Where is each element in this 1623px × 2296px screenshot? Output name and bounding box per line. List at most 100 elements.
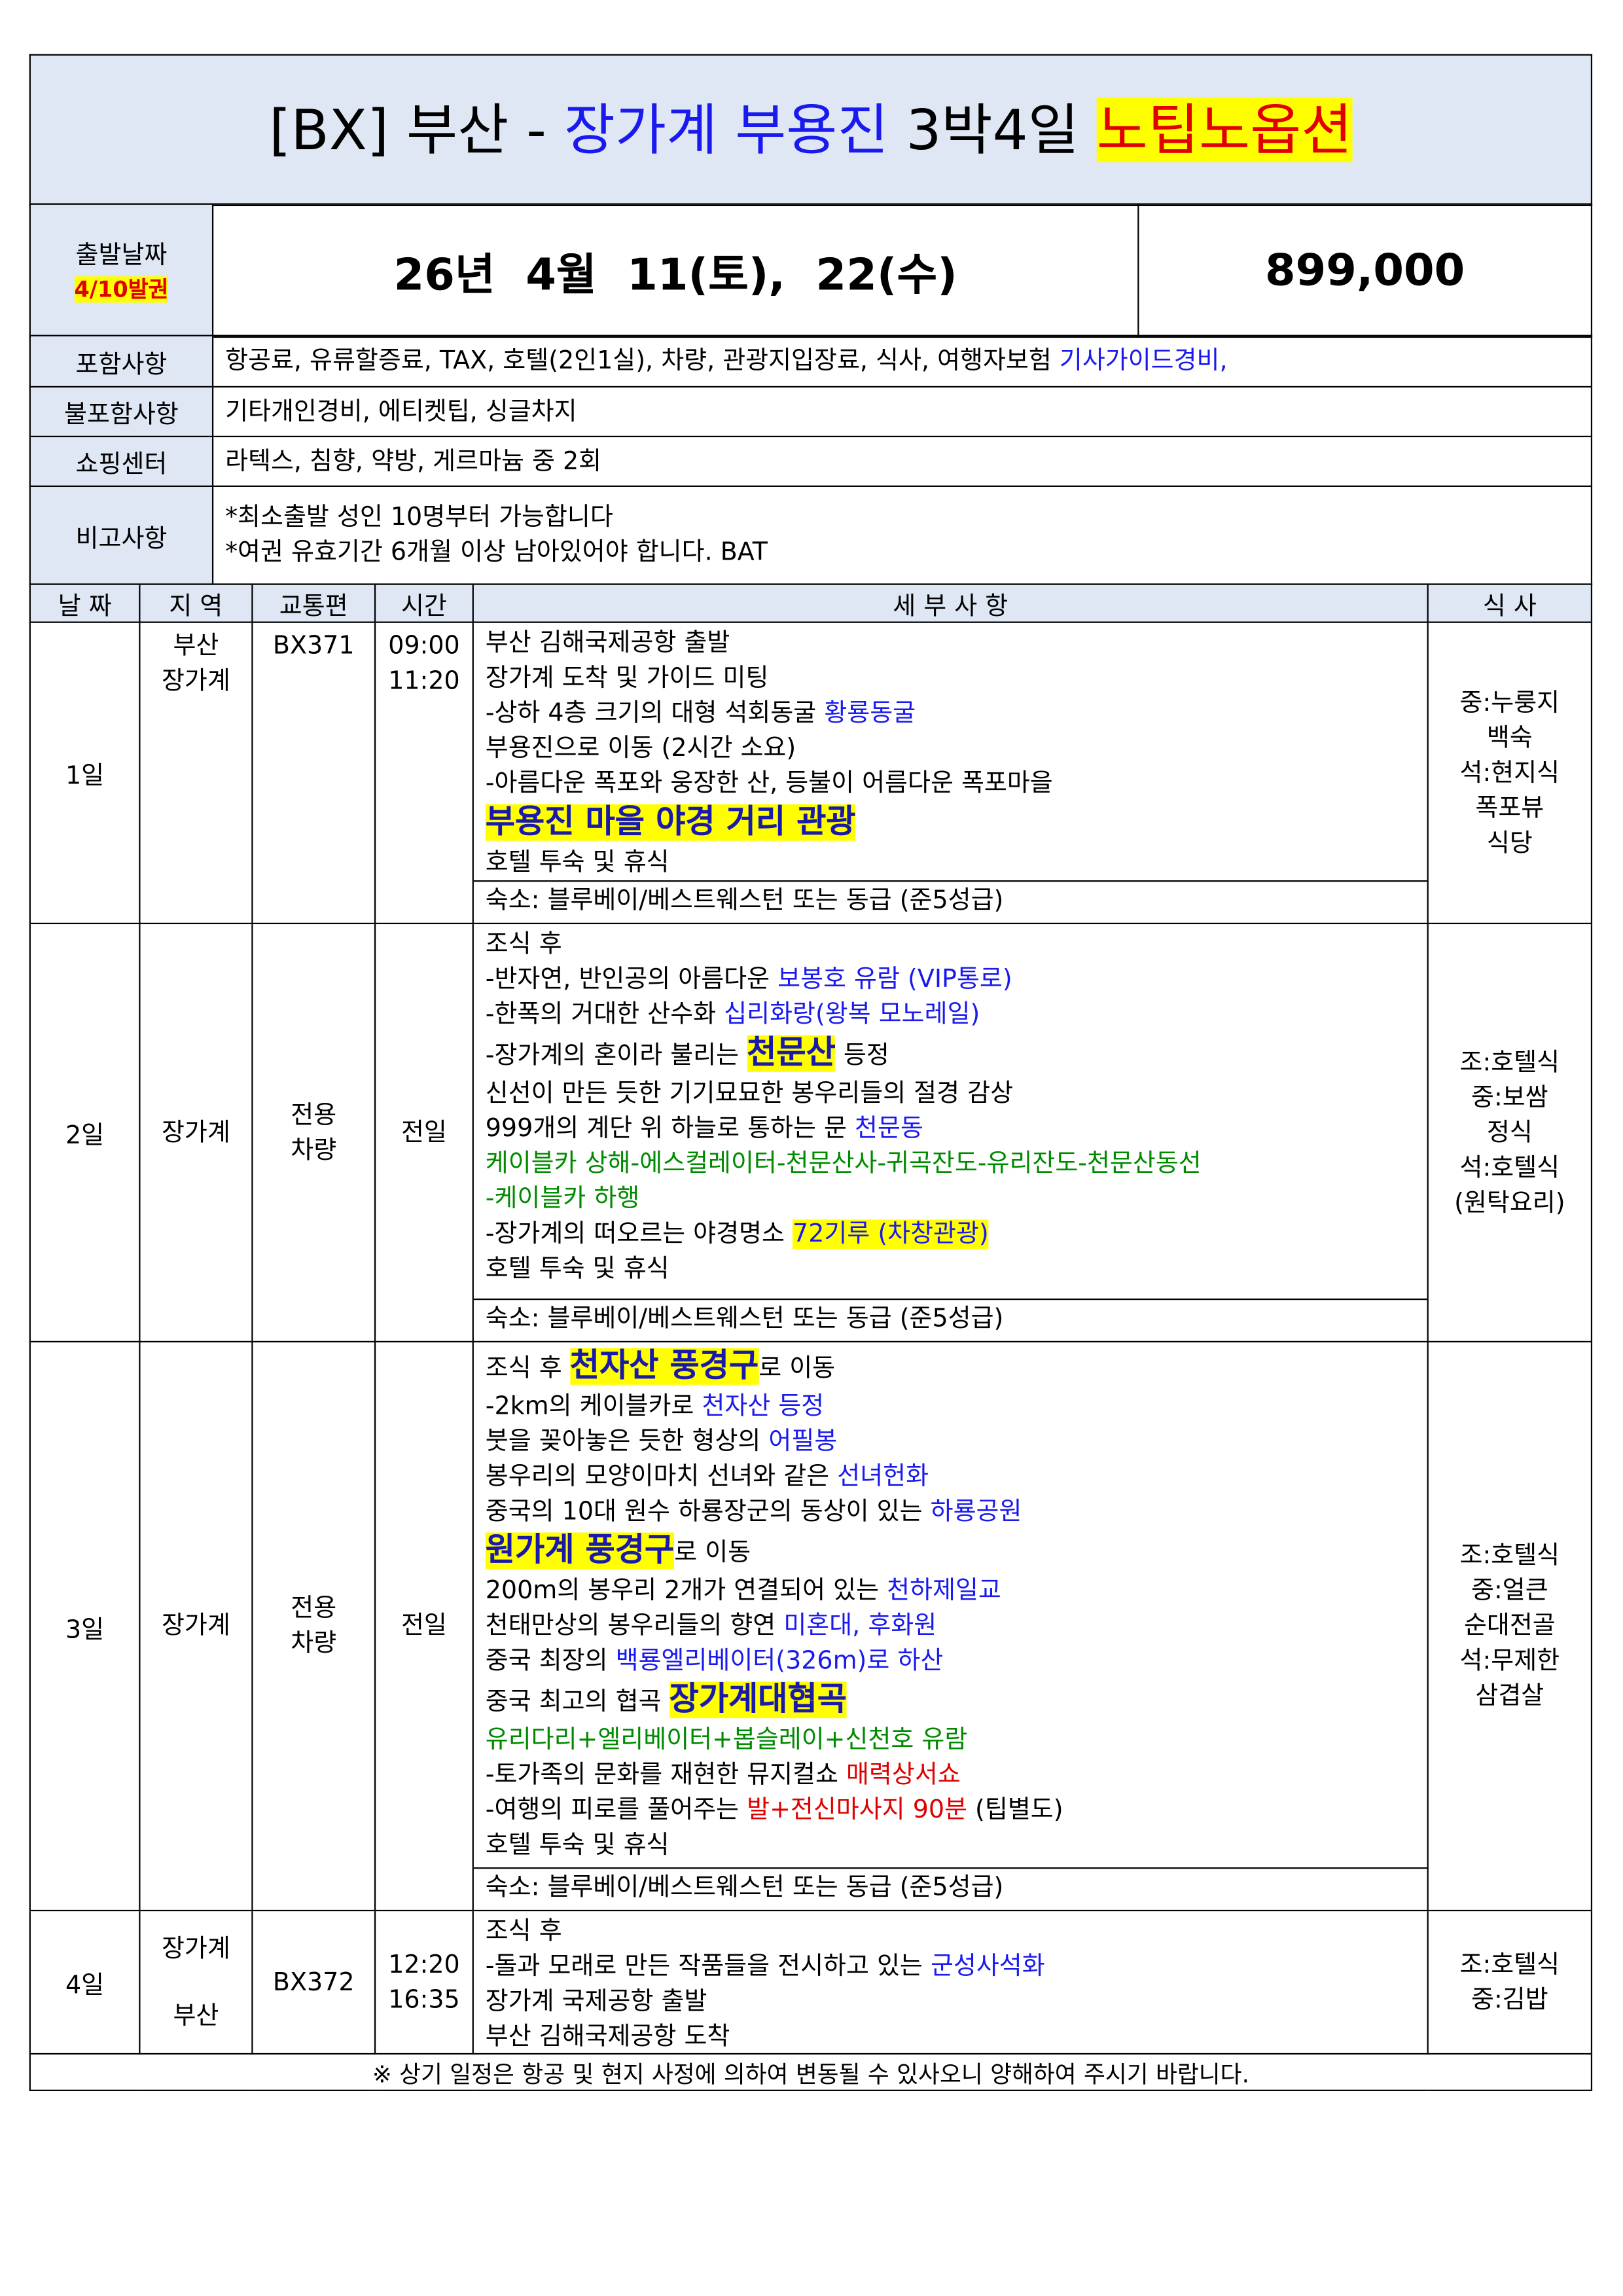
text-segment: 조식 후 xyxy=(485,1917,562,1946)
time: 12:20 16:35 xyxy=(374,1909,474,2055)
day: 3일 xyxy=(29,1340,141,1912)
table-row: 출발날짜 4/10발권 26년 4월 11(토), 22(수) 899,000 xyxy=(29,203,1593,338)
text-segment: -케이블카 하행 xyxy=(485,1184,640,1214)
meal: 중:김밥 xyxy=(1471,1984,1548,2015)
text-segment: 매력상서쇼 xyxy=(846,1761,961,1790)
text-segment: 노팁노옵션 xyxy=(1096,98,1353,162)
title-table: [BX] 부산 - 장가계 부용진 3박4일 노팁노옵션 xyxy=(29,54,1593,207)
text-segment: -한폭의 거대한 산수화 xyxy=(485,1000,724,1030)
text-line: 유리다리+엘리베이터+봅슬레이+신천호 유람 xyxy=(474,1723,1427,1758)
text-segment: -토가족의 문화를 재현한 뮤지컬쇼 xyxy=(485,1761,846,1790)
region: 장가계 xyxy=(139,922,253,1343)
day: 1일 xyxy=(29,621,141,925)
column-header: 날 짜 xyxy=(29,583,141,623)
meal: 석:현지식 xyxy=(1459,758,1560,788)
text-line: 200m의 봉우리 2개가 연결되어 있는 천하제일교 xyxy=(474,1573,1427,1609)
text-segment: 신선이 만든 듯한 기기묘묘한 봉우리들의 절경 감상 xyxy=(485,1079,1014,1109)
text-segment: 부용진으로 이동 (2시간 소요) xyxy=(485,734,796,764)
issue-note: 4/10발권 xyxy=(74,276,169,302)
table-row: 쇼핑센터 라텍스, 침향, 약방, 게르마늄 중 2회 xyxy=(29,435,1593,487)
footer-note: ※ 상기 일정은 항공 및 현지 사정에 의하여 변동될 수 있사오니 양해하여… xyxy=(29,2053,1593,2091)
text-line: 천태만상의 봉우리들의 향연 미혼대, 후화원 xyxy=(474,1609,1427,1644)
text-line: 999개의 계단 위 하늘로 통하는 문 천문동 xyxy=(474,1111,1427,1147)
text-segment: 로 이동 xyxy=(758,1354,836,1384)
text-line: 부용진 마을 야경 거리 관광 xyxy=(474,801,1427,845)
time-value: 전일 xyxy=(401,1118,447,1147)
text-segment: -돌과 모래로 만든 작품들을 전시하고 있는 xyxy=(485,1952,931,1982)
text-line: -아름다운 폭포와 웅장한 산, 등불이 어름다운 폭포마을 xyxy=(474,766,1427,802)
text-segment: 천자산 풍경구 xyxy=(569,1348,759,1385)
text-segment: 999개의 계단 위 하늘로 통하는 문 xyxy=(485,1114,855,1144)
text-segment: 호텔 투숙 및 휴식 xyxy=(485,848,669,878)
text-segment: 발+전신마사지 90분 xyxy=(747,1795,967,1825)
time-value: 11:20 xyxy=(388,666,460,696)
column-header: 지 역 xyxy=(139,583,253,623)
table-row: 3일 장가계 전용 차량 전일 조식 후 천자산 풍경구로 이동 -2km의 케이블카로 … xyxy=(29,1340,1593,1912)
text-segment: -장가계의 혼이라 불리는 xyxy=(485,1041,747,1071)
text-line: 붓을 꽂아놓은 듯한 형상의 어필봉 xyxy=(474,1424,1427,1460)
region-name: 부산 xyxy=(173,2001,219,2031)
text-segment: *여권 유효기간 6개월 이상 남아있어야 합니다. BAT xyxy=(225,538,768,567)
text-segment: 장가계 국제공항 출발 xyxy=(485,1987,707,2017)
text-line: 케이블카 상해-에스컬레이터-천문산사-귀곡잔도-유리잔도-천문산동선 xyxy=(474,1147,1427,1182)
text-segment: 보봉호 유람 (VIP통로) xyxy=(777,965,1012,995)
meal: (원탁요리) xyxy=(1454,1188,1565,1217)
text-segment: -장가계의 떠오르는 야경명소 xyxy=(485,1219,793,1249)
text-line: 조식 후 천자산 풍경구로 이동 xyxy=(474,1345,1427,1389)
text-line: 호텔 투숙 및 휴식 xyxy=(474,1828,1427,1863)
table-row: ※ 상기 일정은 항공 및 현지 사정에 의하여 변동될 수 있사오니 양해하여… xyxy=(29,2053,1593,2091)
text-line: -케이블카 하행 xyxy=(474,1181,1427,1217)
table-row: 비고사항 *최소출발 성인 10명부터 가능합니다 *여권 유효기간 6개월 이상 … xyxy=(29,485,1593,585)
text-segment: 천태만상의 봉우리들의 향연 xyxy=(485,1611,784,1641)
text-segment: 72기루 (차창관광) xyxy=(793,1219,989,1249)
region-name: 장가계 xyxy=(161,1118,230,1147)
text-segment: -상하 4층 크기의 대형 석회동굴 xyxy=(485,698,825,728)
text-line: 부산 김해국제공항 출발 xyxy=(474,626,1427,661)
text-segment: -여행의 피로를 풀어주는 xyxy=(485,1795,747,1825)
day: 4일 xyxy=(29,1909,141,2055)
info-label: 포함사항 xyxy=(29,334,214,388)
region: 부산 장가계 xyxy=(139,621,253,925)
meal: 순대전골 xyxy=(1463,1611,1556,1641)
region-name: 장가계 xyxy=(161,1611,230,1641)
meal: 조:호텔식 xyxy=(1459,1541,1560,1571)
table-row: 2일 장가계 전용 차량 전일 조식 후 -반자연, 반인공의 아름다운 보봉호 유람 (… xyxy=(29,922,1593,1343)
meals: 조:호텔식 중:얼큰 순대전골 석:무제한 삼겹살 xyxy=(1427,1340,1593,1912)
time: 전일 xyxy=(374,922,474,1343)
text-line: [BX] 부산 - 장가계 부용진 3박4일 노팁노옵션 xyxy=(31,94,1591,167)
time-value: 12:20 xyxy=(388,1950,460,1980)
text-line: 원가계 풍경구로 이동 xyxy=(474,1530,1427,1573)
text-segment: 조식 후 xyxy=(485,1354,570,1384)
text-segment: 군성사석화 xyxy=(930,1952,1045,1982)
info-content: 항공료, 유류할증료, TAX, 호텔(2인1실), 차량, 관광지입장료, 식… xyxy=(211,334,1593,388)
table-row: 포함사항 항공료, 유류할증료, TAX, 호텔(2인1실), 차량, 관광지입장… xyxy=(29,334,1593,388)
details-box: 부산 김해국제공항 출발 장가계 도착 및 가이드 미팅 -상하 4층 크기의 대형… xyxy=(473,623,1427,922)
text-segment: 기사가이드경비, xyxy=(1059,346,1228,376)
region-name: 장가계 xyxy=(161,1933,230,1964)
details: 조식 후 천자산 풍경구로 이동 -2km의 케이블카로 천자산 등정 붓을 꽂아놓… xyxy=(472,1340,1429,1912)
info-label: 쇼핑센터 xyxy=(29,435,214,487)
text-segment: 부산 김해국제공항 도착 xyxy=(485,2022,730,2052)
details: 부산 김해국제공항 출발 장가계 도착 및 가이드 미팅 -상하 4층 크기의 대형… xyxy=(472,621,1429,925)
text-segment: 항공료, 유류할증료, TAX, 호텔(2인1실), 차량, 관광지입장료, 식… xyxy=(225,346,1060,376)
text-segment: 하룡공원 xyxy=(930,1497,1022,1527)
text-segment: (팁별도) xyxy=(967,1795,1063,1825)
text-segment: 천문동 xyxy=(855,1114,923,1144)
text-line: *여권 유효기간 6개월 이상 남아있어야 합니다. BAT xyxy=(213,535,1591,571)
text-line: 장가계 국제공항 출발 xyxy=(474,1984,1427,2020)
transport: 전용 차량 xyxy=(251,1340,376,1912)
region: 장가계 xyxy=(139,1340,253,1912)
text-line: -2km의 케이블카로 천자산 등정 xyxy=(474,1390,1427,1425)
text-segment: 천하제일교 xyxy=(887,1576,1001,1606)
meal: 중:보쌈 xyxy=(1471,1083,1548,1113)
text-line: -토가족의 문화를 재현한 뮤지컬쇼 매력상서쇼 xyxy=(474,1758,1427,1793)
departure-label: 출발날짜 xyxy=(75,240,168,270)
meal: 정식 xyxy=(1486,1118,1533,1147)
day: 2일 xyxy=(29,922,141,1343)
text-segment: 장가계 도착 및 가이드 미팅 xyxy=(485,664,769,694)
text-line: 중국 최장의 백룡엘리베이터(326m)로 하산 xyxy=(474,1643,1427,1679)
text-line: 중국의 10대 원수 하룡장군의 동상이 있는 하룡공원 xyxy=(474,1494,1427,1530)
details: 조식 후 -반자연, 반인공의 아름다운 보봉호 유람 (VIP통로) -한폭의 거… xyxy=(472,922,1429,1343)
meal: 조:호텔식 xyxy=(1459,1047,1560,1077)
